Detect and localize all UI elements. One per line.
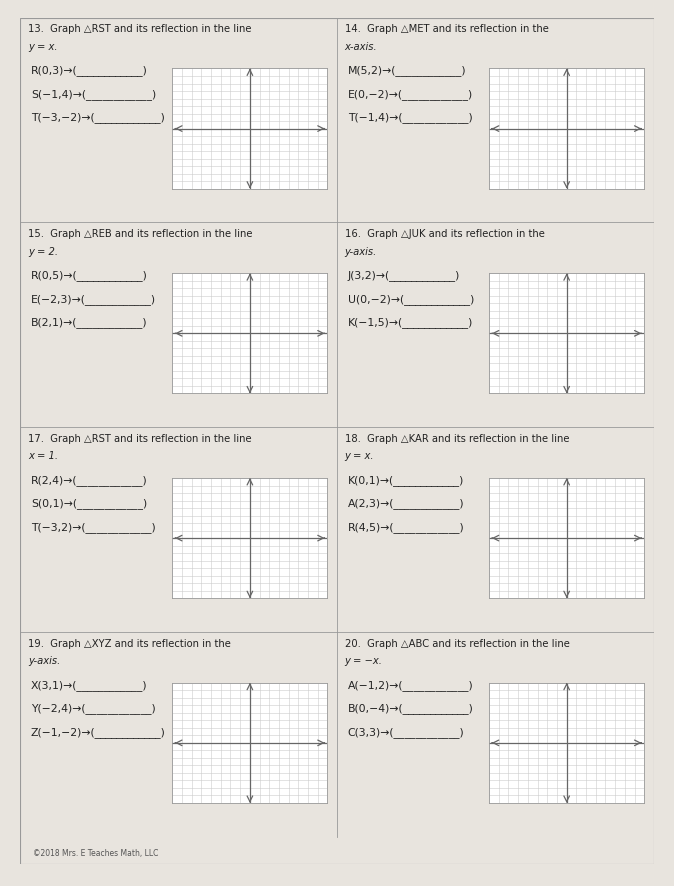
Text: y-axis.: y-axis. bbox=[344, 246, 377, 257]
Text: S(−1,4)→(____________): S(−1,4)→(____________) bbox=[31, 89, 156, 100]
Text: y-axis.: y-axis. bbox=[28, 657, 60, 666]
Text: y = 2.: y = 2. bbox=[28, 246, 58, 257]
Text: C(3,3)→(____________): C(3,3)→(____________) bbox=[348, 727, 464, 738]
Text: E(−2,3)→(____________): E(−2,3)→(____________) bbox=[31, 294, 156, 305]
Text: 14.  Graph △MET and its reflection in the: 14. Graph △MET and its reflection in the bbox=[344, 25, 549, 35]
Text: A(−1,2)→(____________): A(−1,2)→(____________) bbox=[348, 680, 474, 691]
Text: B(0,−4)→(____________): B(0,−4)→(____________) bbox=[348, 703, 474, 714]
Text: 17.  Graph △RST and its reflection in the line: 17. Graph △RST and its reflection in the… bbox=[28, 434, 251, 444]
Text: 13.  Graph △RST and its reflection in the line: 13. Graph △RST and its reflection in the… bbox=[28, 25, 251, 35]
Text: E(0,−2)→(____________): E(0,−2)→(____________) bbox=[348, 89, 473, 100]
Text: 19.  Graph △XYZ and its reflection in the: 19. Graph △XYZ and its reflection in the bbox=[28, 639, 231, 649]
Text: R(4,5)→(____________): R(4,5)→(____________) bbox=[348, 522, 464, 533]
Text: B(2,1)→(____________): B(2,1)→(____________) bbox=[31, 317, 148, 328]
Text: Y(−2,4)→(____________): Y(−2,4)→(____________) bbox=[31, 703, 156, 714]
Text: J(3,2)→(____________): J(3,2)→(____________) bbox=[348, 270, 460, 281]
Text: U(0,−2)→(____________): U(0,−2)→(____________) bbox=[348, 294, 474, 305]
Text: K(−1,5)→(____________): K(−1,5)→(____________) bbox=[348, 317, 473, 328]
Text: T(−1,4)→(____________): T(−1,4)→(____________) bbox=[348, 113, 472, 123]
Text: ©2018 Mrs. E Teaches Math, LLC: ©2018 Mrs. E Teaches Math, LLC bbox=[33, 849, 158, 858]
Text: K(0,1)→(____________): K(0,1)→(____________) bbox=[348, 475, 464, 486]
Text: Z(−1,−2)→(____________): Z(−1,−2)→(____________) bbox=[31, 727, 166, 738]
Text: R(0,5)→(____________): R(0,5)→(____________) bbox=[31, 270, 148, 281]
Text: A(2,3)→(____________): A(2,3)→(____________) bbox=[348, 499, 464, 509]
Text: X(3,1)→(____________): X(3,1)→(____________) bbox=[31, 680, 148, 691]
Text: y = x.: y = x. bbox=[344, 452, 374, 462]
Text: 20.  Graph △ABC and its reflection in the line: 20. Graph △ABC and its reflection in the… bbox=[344, 639, 570, 649]
Text: y = −x.: y = −x. bbox=[344, 657, 382, 666]
Text: 16.  Graph △JUK and its reflection in the: 16. Graph △JUK and its reflection in the bbox=[344, 229, 545, 239]
Text: x-axis.: x-axis. bbox=[344, 42, 377, 52]
Text: M(5,2)→(____________): M(5,2)→(____________) bbox=[348, 66, 466, 76]
Text: y = x.: y = x. bbox=[28, 42, 57, 52]
Text: 15.  Graph △REB and its reflection in the line: 15. Graph △REB and its reflection in the… bbox=[28, 229, 252, 239]
Text: x = 1.: x = 1. bbox=[28, 452, 58, 462]
Text: 18.  Graph △KAR and its reflection in the line: 18. Graph △KAR and its reflection in the… bbox=[344, 434, 569, 444]
Text: S(0,1)→(____________): S(0,1)→(____________) bbox=[31, 499, 147, 509]
Text: T(−3,2)→(____________): T(−3,2)→(____________) bbox=[31, 522, 156, 533]
Text: R(0,3)→(____________): R(0,3)→(____________) bbox=[31, 66, 148, 76]
Text: T(−3,−2)→(____________): T(−3,−2)→(____________) bbox=[31, 113, 165, 123]
Text: R(2,4)→(____________): R(2,4)→(____________) bbox=[31, 475, 148, 486]
